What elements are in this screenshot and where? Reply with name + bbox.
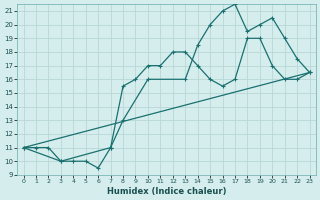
X-axis label: Humidex (Indice chaleur): Humidex (Indice chaleur) — [107, 187, 226, 196]
